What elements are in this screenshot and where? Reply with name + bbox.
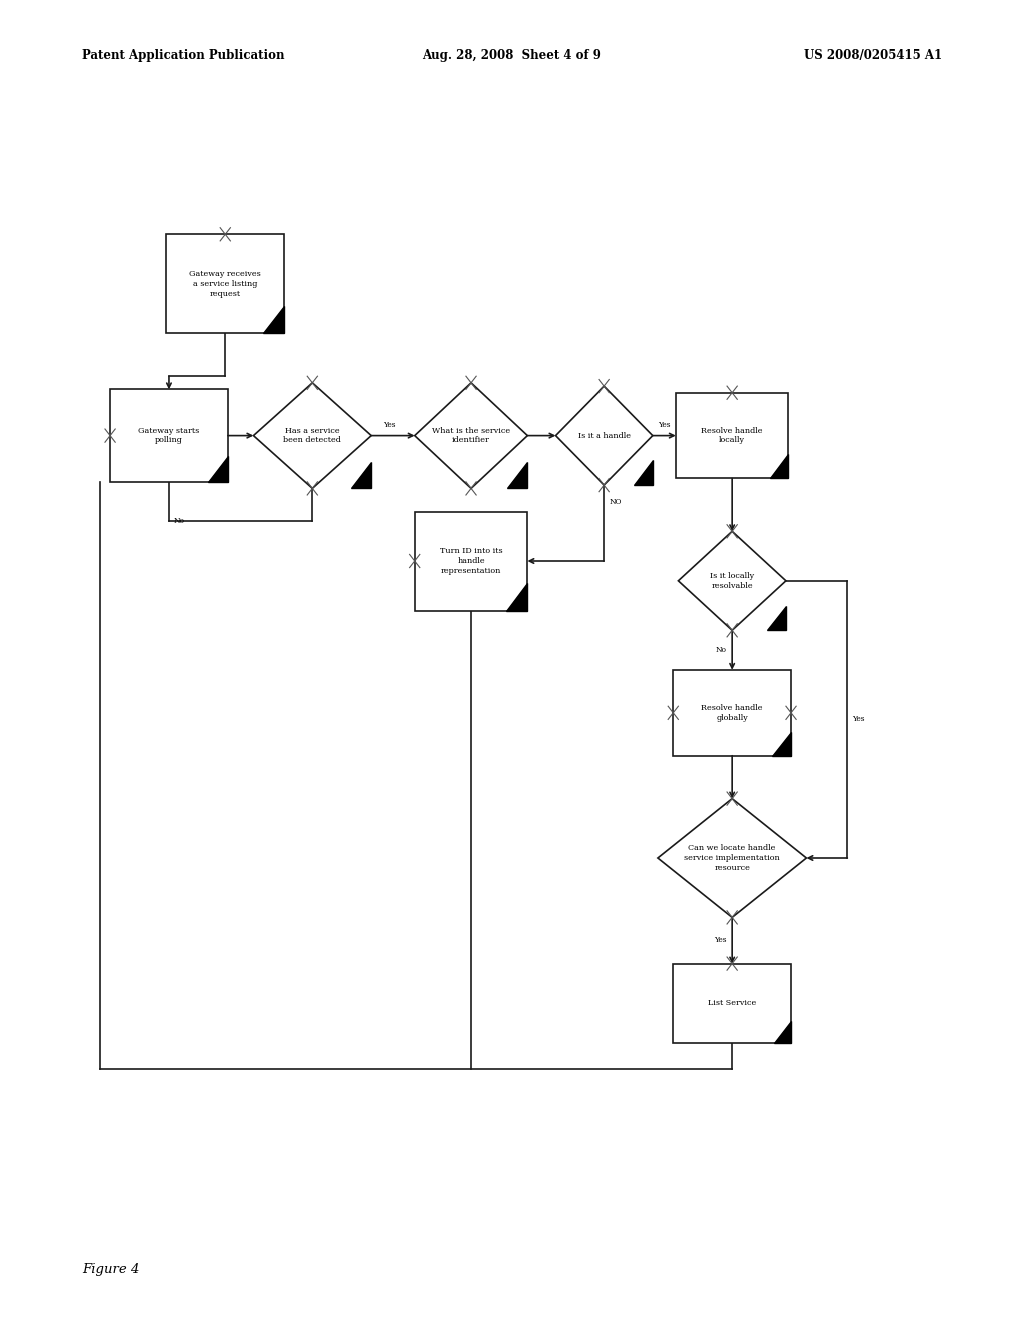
Polygon shape xyxy=(767,606,786,630)
Text: Figure 4: Figure 4 xyxy=(82,1263,139,1276)
Polygon shape xyxy=(262,305,285,333)
Polygon shape xyxy=(657,799,807,917)
FancyBboxPatch shape xyxy=(415,512,527,610)
Polygon shape xyxy=(555,385,653,484)
FancyBboxPatch shape xyxy=(674,964,791,1043)
FancyBboxPatch shape xyxy=(111,389,228,482)
FancyBboxPatch shape xyxy=(676,392,788,478)
Polygon shape xyxy=(774,1020,791,1043)
Polygon shape xyxy=(634,461,653,484)
Text: NO: NO xyxy=(609,498,622,507)
Text: Yes: Yes xyxy=(657,421,671,429)
Text: Can we locate handle
service implementation
resource: Can we locate handle service implementat… xyxy=(684,845,780,871)
Polygon shape xyxy=(678,531,786,630)
Polygon shape xyxy=(772,731,791,755)
Text: Resolve handle
globally: Resolve handle globally xyxy=(701,704,763,722)
Text: What is the service
identifier: What is the service identifier xyxy=(432,426,510,445)
Text: Is it a handle: Is it a handle xyxy=(578,432,631,440)
Text: Is it locally
resolvable: Is it locally resolvable xyxy=(710,572,755,590)
FancyBboxPatch shape xyxy=(674,671,791,755)
Text: Yes: Yes xyxy=(715,936,727,945)
FancyBboxPatch shape xyxy=(166,235,285,333)
Text: List Service: List Service xyxy=(708,999,757,1007)
Polygon shape xyxy=(415,383,527,488)
Text: Aug. 28, 2008  Sheet 4 of 9: Aug. 28, 2008 Sheet 4 of 9 xyxy=(423,49,601,62)
Text: Has a service
been detected: Has a service been detected xyxy=(284,426,341,445)
Text: Turn ID into its
handle
representation: Turn ID into its handle representation xyxy=(439,548,503,574)
Polygon shape xyxy=(507,462,527,488)
Text: Patent Application Publication: Patent Application Publication xyxy=(82,49,285,62)
Polygon shape xyxy=(506,583,527,610)
Text: No: No xyxy=(174,517,185,525)
Polygon shape xyxy=(350,462,371,488)
Polygon shape xyxy=(770,454,788,478)
Text: Yes: Yes xyxy=(852,715,865,723)
Text: No: No xyxy=(716,645,727,655)
Text: Gateway receives
a service listing
request: Gateway receives a service listing reque… xyxy=(189,271,261,297)
Polygon shape xyxy=(208,455,227,482)
Text: US 2008/0205415 A1: US 2008/0205415 A1 xyxy=(804,49,942,62)
Text: Gateway starts
polling: Gateway starts polling xyxy=(138,426,200,445)
Text: Resolve handle
locally: Resolve handle locally xyxy=(701,426,763,445)
Polygon shape xyxy=(254,383,371,488)
Text: Yes: Yes xyxy=(383,421,396,429)
